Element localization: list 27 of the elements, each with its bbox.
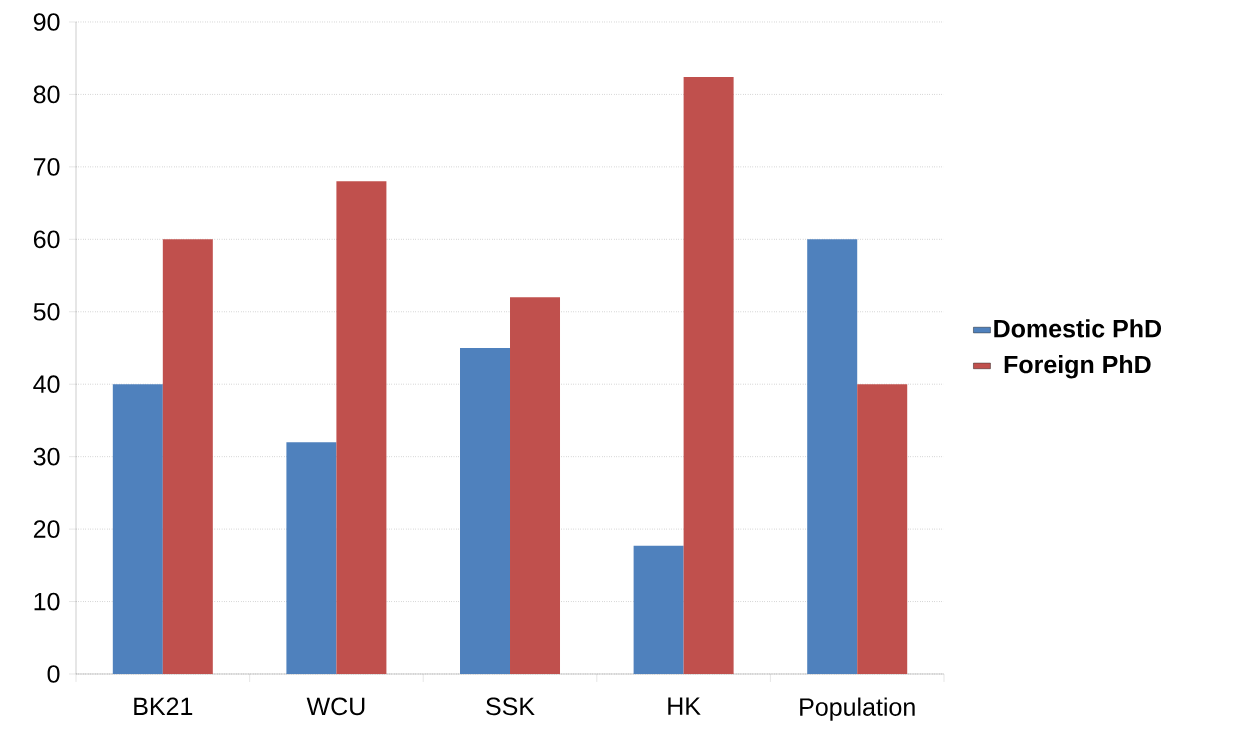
y-tick-label: 50	[33, 302, 60, 321]
bar	[683, 77, 734, 674]
y-tick-label: 60	[33, 230, 60, 249]
x-tick-label: SSK	[486, 697, 535, 716]
legend-label: Domestic PhD	[994, 319, 1162, 338]
y-tick-label: 40	[33, 375, 60, 394]
y-tick-label: 20	[33, 520, 60, 538]
bar	[807, 239, 858, 674]
y-tick-label: 90	[33, 13, 60, 31]
x-tick-label: HK	[668, 697, 701, 715]
y-tick-label: 80	[33, 85, 60, 104]
x-tick-label: BK21	[134, 697, 193, 715]
bar	[510, 297, 561, 674]
bar	[336, 181, 387, 674]
x-tick-label: Population	[800, 697, 915, 721]
bar	[460, 347, 511, 674]
bar	[112, 384, 163, 674]
legend-label: Foreign PhD	[1004, 354, 1151, 379]
y-tick-label: 0	[47, 665, 60, 683]
y-tick-label: 30	[33, 447, 60, 466]
y-tick-label: 10	[34, 592, 60, 611]
bar	[633, 545, 684, 674]
y-tick-label: 70	[33, 158, 60, 176]
bar	[286, 442, 337, 674]
x-tick-label: WCU	[306, 697, 365, 716]
bar	[162, 239, 213, 674]
bar	[857, 384, 908, 674]
